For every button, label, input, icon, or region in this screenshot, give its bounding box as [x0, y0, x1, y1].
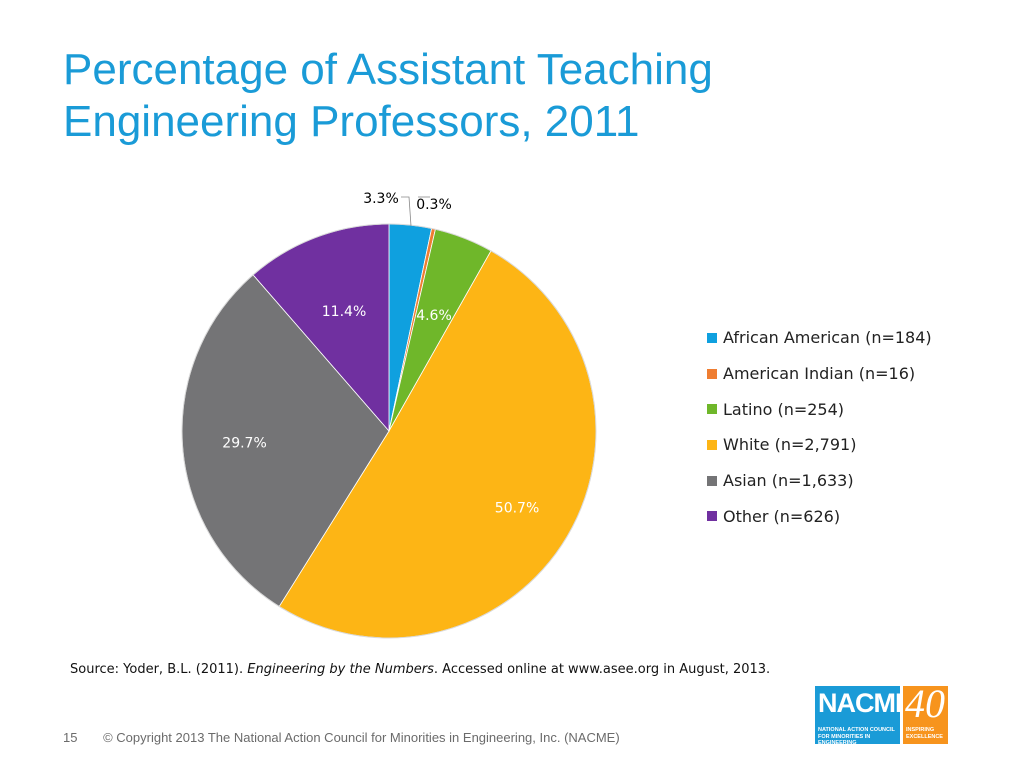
- legend-label: Latino (n=254): [723, 399, 845, 419]
- legend-item-white: White (n=2,791): [707, 427, 932, 463]
- data-label-white: 50.7%: [495, 500, 539, 516]
- legend-item-latino: Latino (n=254): [707, 391, 932, 427]
- legend-label: African American (n=184): [723, 328, 932, 348]
- title-line-2: Engineering Professors, 2011: [63, 97, 640, 146]
- source-citation: Source: Yoder, B.L. (2011). Engineering …: [70, 662, 770, 677]
- legend-item-other: Other (n=626): [707, 498, 932, 534]
- chart-legend: African American (n=184) American Indian …: [707, 320, 932, 534]
- legend-label: Other (n=626): [723, 506, 841, 526]
- data-labels: 3.3% 0.3% 4.6% 50.7% 29.7% 11.4%: [222, 191, 539, 516]
- legend-item-african-american: African American (n=184): [707, 320, 932, 356]
- leader-line-african-american: [401, 196, 412, 227]
- source-title: Engineering by the Numbers: [247, 662, 434, 677]
- logo-orange-panel: 40 INSPIRING EXCELLENCE: [903, 681, 948, 744]
- footer: 15 © Copyright 2013 The National Action …: [63, 730, 620, 745]
- logo-subtitle: NATIONAL ACTION COUNCIL FOR MINORITIES I…: [818, 727, 895, 746]
- logo-number: 40: [905, 681, 945, 726]
- pie-slices: [181, 223, 597, 639]
- legend-swatch: [707, 404, 717, 415]
- data-label-asian: 29.7%: [222, 435, 266, 451]
- data-label-african-american: 3.3%: [363, 191, 399, 207]
- source-prefix: Source: Yoder, B.L. (2011).: [70, 662, 248, 677]
- legend-swatch: [707, 332, 717, 343]
- legend-swatch: [707, 511, 717, 522]
- data-label-other: 11.4%: [322, 304, 366, 320]
- data-label-latino: 4.6%: [416, 308, 452, 324]
- leader-lines: [401, 196, 430, 227]
- legend-item-asian: Asian (n=1,633): [707, 463, 932, 499]
- logo-name: NACME: [818, 688, 913, 718]
- legend-label: White (n=2,791): [723, 435, 857, 455]
- source-suffix: . Accessed online at www.asee.org in Aug…: [433, 662, 771, 677]
- legend-swatch: [707, 368, 717, 379]
- legend-swatch: [707, 439, 717, 450]
- page-number: 15: [63, 730, 78, 745]
- legend-item-american-indian: American Indian (n=16): [707, 356, 932, 392]
- pie-outline: [181, 223, 597, 639]
- page-title: Percentage of Assistant Teaching Enginee…: [63, 44, 963, 148]
- data-label-american-indian: 0.3%: [416, 197, 452, 213]
- title-line-1: Percentage of Assistant Teaching: [63, 45, 713, 94]
- logo-blue-panel: NACME NATIONAL ACTION COUNCIL FOR MINORI…: [815, 686, 913, 746]
- legend-label: Asian (n=1,633): [723, 471, 854, 491]
- copyright-text: © Copyright 2013 The National Action Cou…: [103, 730, 620, 745]
- legend-label: American Indian (n=16): [723, 364, 916, 384]
- nacme-logo: NACME NATIONAL ACTION COUNCIL FOR MINORI…: [815, 681, 948, 746]
- logo-tagline: INSPIRING EXCELLENCE: [906, 727, 943, 740]
- legend-swatch: [707, 475, 717, 486]
